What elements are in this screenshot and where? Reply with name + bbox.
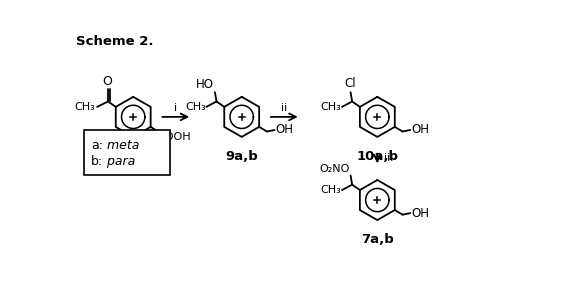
Text: CH₃: CH₃ <box>75 102 95 112</box>
Text: OH: OH <box>411 123 429 137</box>
Text: 9a,b: 9a,b <box>225 150 258 163</box>
Text: O: O <box>102 75 112 88</box>
Text: OH: OH <box>275 123 293 137</box>
Text: 8a,b: 8a,b <box>117 150 150 163</box>
Text: para: para <box>103 155 135 167</box>
Text: ii: ii <box>281 103 288 113</box>
Text: COOH: COOH <box>158 132 191 142</box>
Text: meta: meta <box>103 139 139 152</box>
Text: OH: OH <box>411 207 429 220</box>
Bar <box>84 130 171 175</box>
Text: CH₃: CH₃ <box>185 102 205 112</box>
Text: b:: b: <box>91 155 104 167</box>
Text: a:: a: <box>91 139 104 152</box>
Text: i: i <box>174 103 178 113</box>
Text: O₂NO: O₂NO <box>320 164 350 174</box>
Text: 10a,b: 10a,b <box>356 150 398 163</box>
Text: 7a,b: 7a,b <box>361 233 393 246</box>
Text: Scheme 2.: Scheme 2. <box>76 35 153 48</box>
Text: CH₃: CH₃ <box>321 185 341 195</box>
Text: HO: HO <box>196 78 214 91</box>
Text: Cl: Cl <box>345 77 356 90</box>
Text: CH₃: CH₃ <box>321 102 341 112</box>
Text: iii: iii <box>384 153 393 164</box>
